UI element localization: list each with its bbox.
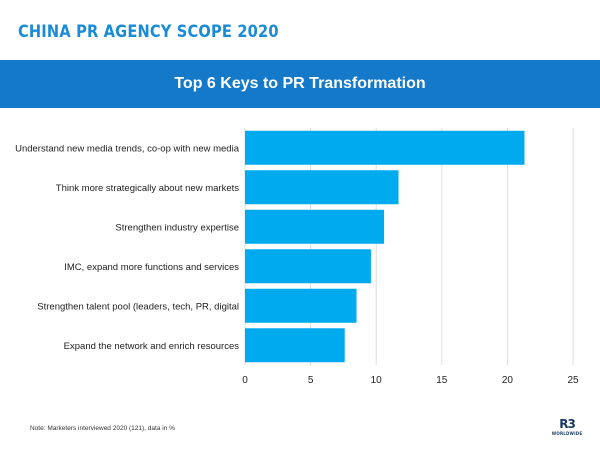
r3-logo: R3 WORLDWIDE xyxy=(551,418,583,438)
logo-subtitle: WORLDWIDE xyxy=(551,431,583,436)
bar xyxy=(245,249,371,284)
category-label: Think more strategically about new marke… xyxy=(56,183,239,194)
brand-title: CHINA PR AGENCY SCOPE 2020 xyxy=(18,22,279,42)
chart-svg: Understand new media trends, co-op with … xyxy=(15,128,579,386)
logo-mark: R3 xyxy=(559,417,576,431)
bar-chart: Understand new media trends, co-op with … xyxy=(0,118,600,400)
category-label: Strengthen industry expertise xyxy=(115,222,239,233)
chart-title: Top 6 Keys to PR Transformation xyxy=(174,75,426,92)
title-banner: Top 6 Keys to PR Transformation xyxy=(0,60,600,108)
x-tick-label: 15 xyxy=(436,375,448,386)
category-label: Understand new media trends, co-op with … xyxy=(15,143,240,154)
bar-layer xyxy=(245,130,525,363)
x-tick-label: 10 xyxy=(371,375,383,386)
x-tick-label: 25 xyxy=(567,375,579,386)
bar xyxy=(245,209,385,244)
grid-layer xyxy=(244,128,574,365)
footnote: Note: Marketers interviewed 2020 (121), … xyxy=(30,425,175,432)
x-tick-label: 0 xyxy=(242,375,248,386)
x-tick-label: 20 xyxy=(502,375,514,386)
x-tick-label: 5 xyxy=(308,375,314,386)
category-label: IMC, expand more functions and services xyxy=(64,262,239,273)
category-label: Strengthen talent pool (leaders, tech, P… xyxy=(37,301,239,312)
category-label: Expand the network and enrich resources xyxy=(64,341,240,352)
bar xyxy=(245,328,345,363)
bar xyxy=(245,170,399,205)
category-label-layer: Understand new media trends, co-op with … xyxy=(15,143,240,352)
tick-label-layer: 0 5 10 15 20 25 xyxy=(242,375,579,386)
bar xyxy=(245,288,357,323)
bar xyxy=(245,130,525,165)
